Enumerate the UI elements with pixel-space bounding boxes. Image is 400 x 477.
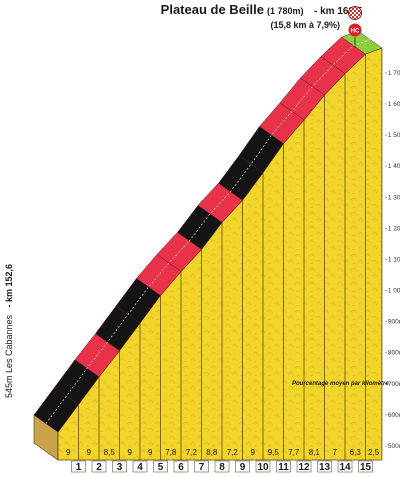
km-marker-box bbox=[112, 460, 127, 473]
km-marker-box bbox=[173, 460, 189, 473]
gradient-label: 9 bbox=[87, 448, 92, 457]
km-marker-box bbox=[358, 460, 373, 473]
gradient-label: 9 bbox=[251, 448, 256, 457]
gradient-label: 9 bbox=[66, 448, 71, 457]
km-marker-label: 14 bbox=[339, 462, 351, 473]
gradient-label: 8,1 bbox=[309, 448, 321, 457]
gradient-labels: 9 9 8,5 9 9 7,8 7,2 8,8 7,2 9 9,5 7,7 8,1 7 6,3 2,5 bbox=[66, 448, 380, 457]
profile-face-texture bbox=[58, 48, 382, 460]
km-marker-box bbox=[337, 460, 353, 473]
altitude-tick-label: 700m bbox=[388, 381, 400, 388]
km-marker-label: 12 bbox=[298, 462, 310, 473]
summit-km: - km 168,5 bbox=[314, 6, 363, 17]
gradient-label: 8,8 bbox=[206, 448, 218, 457]
km-marker-box bbox=[235, 460, 250, 473]
altitude-tick-label: 1 000m bbox=[388, 288, 400, 295]
km-marker-label: 5 bbox=[158, 462, 164, 473]
gradient-label: 9 bbox=[128, 448, 133, 457]
gradient-note: Pourcentage moyen par kilomètre bbox=[292, 381, 389, 387]
mountain-finish-icon bbox=[348, 6, 362, 20]
gradient-label: 7,8 bbox=[165, 448, 177, 457]
altitude-axis: 500m 600m 700m 800m 900m 1 000m 1 100m 1 200m 1 … bbox=[384, 70, 400, 450]
km-marker-label: 13 bbox=[319, 462, 331, 473]
km-marker-label: 2 bbox=[96, 462, 102, 473]
gradient-label: 2,5 bbox=[368, 448, 380, 457]
start-label: 545m Les Cabannes - km 152,6 bbox=[0, 264, 16, 398]
gradient-label: 8,5 bbox=[104, 448, 116, 457]
km-marker-box bbox=[71, 460, 86, 473]
altitude-tick-label: 1 700m bbox=[388, 70, 400, 77]
altitude-tick-label: 1 100m bbox=[388, 256, 400, 263]
climb-summary: (15,8 km à 7,9%) bbox=[270, 20, 340, 30]
altitude-tick-label: 1 500m bbox=[388, 132, 400, 139]
km-marker-box bbox=[276, 460, 291, 473]
km-marker-label: 7 bbox=[199, 462, 205, 473]
km-marker-label: 9 bbox=[240, 462, 246, 473]
km-marker-box bbox=[255, 460, 271, 473]
svg-text:HC: HC bbox=[351, 29, 360, 35]
altitude-tick-label: 600m bbox=[388, 412, 400, 419]
altitude-tick-label: 500m bbox=[388, 443, 400, 450]
profile-front-face bbox=[57, 47, 383, 461]
profile-km-gridlines bbox=[78, 54, 366, 460]
gradient-label: 7,7 bbox=[288, 448, 300, 457]
km-marker-label: 1 bbox=[76, 462, 82, 473]
gradient-label: 9 bbox=[148, 448, 153, 457]
chart-title: Plateau de Beille bbox=[161, 2, 264, 17]
altitude-tick-label: 1 200m bbox=[388, 225, 400, 232]
km-marker-label: 15 bbox=[360, 462, 372, 473]
km-marker-box bbox=[296, 460, 312, 473]
gradient-label: 6,3 bbox=[350, 448, 362, 457]
gradient-label: 7,2 bbox=[186, 448, 198, 457]
km-marker-box bbox=[317, 460, 332, 473]
hc-category-icon: HC bbox=[348, 23, 362, 37]
km-marker-label: 8 bbox=[219, 462, 225, 473]
altitude-tick-label: 1 400m bbox=[388, 163, 400, 170]
altitude-tick-label: 900m bbox=[388, 319, 400, 326]
km-marker-box bbox=[153, 460, 168, 473]
gradient-label: 9,5 bbox=[268, 448, 280, 457]
gradient-label: 7 bbox=[333, 448, 338, 457]
km-marker-label: 10 bbox=[257, 462, 269, 473]
altitude-tick-label: 1 600m bbox=[388, 101, 400, 108]
km-marker-label: 11 bbox=[278, 462, 289, 473]
km-marker-box bbox=[91, 460, 107, 473]
km-marker-label: 6 bbox=[178, 462, 184, 473]
km-marker-box bbox=[132, 460, 148, 473]
summit-altitude: (1 780m) bbox=[267, 6, 304, 16]
km-markers: 1 2 3 4 5 6 7 8 9 10 11 12 13 14 15 bbox=[71, 460, 373, 473]
profile-top-bands bbox=[33, 30, 383, 433]
gradient-label: 7,2 bbox=[227, 448, 239, 457]
km-marker-label: 4 bbox=[137, 462, 143, 473]
km-marker-label: 3 bbox=[117, 462, 123, 473]
km-marker-box bbox=[214, 460, 230, 473]
altitude-tick-label: 1 300m bbox=[388, 194, 400, 201]
km-marker-box bbox=[194, 460, 209, 473]
altitude-tick-label: 800m bbox=[388, 350, 400, 357]
